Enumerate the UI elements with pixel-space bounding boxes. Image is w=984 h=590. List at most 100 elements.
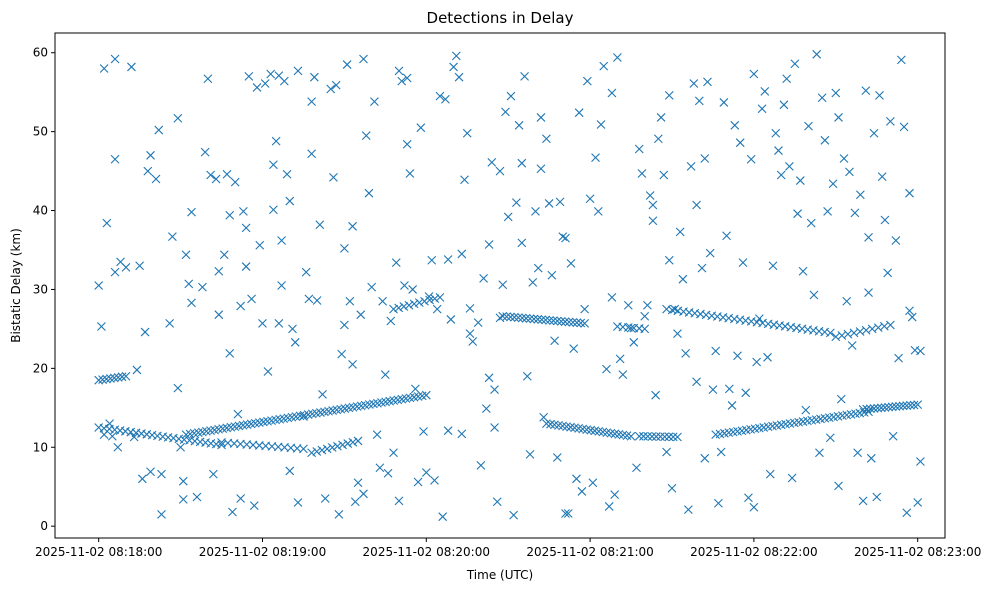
data-point (345, 296, 355, 306)
data-point (517, 158, 527, 168)
data-point-track-g (525, 314, 535, 324)
data-point (599, 61, 609, 71)
data-point (572, 474, 581, 484)
data-point (708, 385, 718, 395)
data-point (580, 304, 590, 314)
data-point (787, 473, 797, 483)
data-point (481, 404, 491, 413)
data-point-track-f (435, 292, 445, 302)
data-point (137, 474, 147, 484)
data-point (320, 494, 330, 503)
data-point-track-m (887, 402, 897, 412)
data-point (484, 240, 494, 249)
data-point-track-n (861, 325, 871, 335)
data-point (260, 79, 270, 88)
data-point-track-n (837, 331, 847, 340)
data-point (107, 431, 117, 441)
data-point (367, 282, 377, 292)
data-point-track-j (656, 432, 665, 442)
data-point (432, 304, 442, 314)
data-point (127, 62, 136, 72)
data-point (738, 258, 748, 268)
data-point (610, 490, 620, 499)
data-point (618, 370, 628, 380)
data-point (102, 218, 112, 228)
data-point (416, 123, 426, 133)
data-point-track-a (121, 371, 131, 381)
data-point-track-n (855, 327, 865, 336)
data-point (359, 54, 368, 64)
data-point-track-b (217, 440, 226, 450)
data-point-track-n (843, 329, 853, 339)
data-point (714, 498, 723, 508)
data-point-track-m (895, 401, 904, 411)
data-point (834, 113, 843, 122)
plot-area: 2025-11-02 08:18:00 2025-11-02 08:19:00 20… (33, 32, 981, 559)
data-point (896, 55, 906, 65)
data-point (692, 200, 701, 210)
data-point-track-a (105, 374, 115, 383)
data-point (410, 384, 420, 394)
data-point (730, 120, 740, 130)
data-point-track-k (825, 328, 835, 338)
data-point (181, 250, 191, 260)
data-point (547, 270, 557, 280)
x-tick-label: 2025-11-02 08:21:00 (526, 545, 653, 559)
data-point (498, 280, 508, 290)
data-point-track-a (109, 373, 119, 383)
data-point (536, 113, 546, 122)
data-point (307, 97, 317, 107)
data-point-track-j (643, 431, 653, 441)
data-point (238, 206, 248, 216)
data-point (883, 268, 893, 278)
data-point (678, 274, 688, 284)
data-point (522, 371, 532, 381)
data-point (662, 447, 671, 457)
data-point (293, 66, 303, 76)
data-point (154, 125, 164, 135)
data-point-track-g (510, 312, 519, 322)
data-point (252, 83, 262, 92)
data-point (705, 248, 715, 258)
data-point (804, 121, 813, 131)
data-point (812, 49, 822, 59)
data-point (441, 94, 450, 104)
data-point-track-n (867, 324, 877, 334)
data-point-track-g (521, 313, 531, 323)
data-point (634, 144, 644, 154)
data-point-track-a (102, 374, 111, 384)
data-point-track-h (626, 431, 636, 441)
data-point-track-g (541, 315, 551, 325)
data-point-track-g (513, 313, 523, 323)
data-point (233, 409, 243, 419)
data-point (301, 267, 311, 277)
data-point (375, 463, 385, 473)
data-point (288, 324, 297, 334)
data-point (741, 388, 751, 398)
data-point (544, 199, 554, 208)
data-point (413, 477, 423, 487)
data-point (539, 412, 549, 422)
x-axis-ticks: 2025-11-02 08:18:00 2025-11-02 08:19:00 20… (35, 538, 981, 559)
data-point (140, 327, 150, 337)
data-point-track-n (879, 321, 889, 331)
data-point (438, 512, 448, 522)
data-point (902, 508, 912, 518)
data-point (427, 255, 437, 265)
data-point (831, 88, 841, 98)
data-point (626, 323, 636, 333)
data-point-track-g (572, 318, 582, 328)
data-point-track-f (425, 295, 435, 305)
data-point (222, 169, 232, 179)
data-point (768, 261, 778, 271)
y-tick-label: 60 (33, 46, 48, 60)
data-point (561, 233, 570, 243)
data-point (339, 320, 349, 330)
y-tick-label: 0 (40, 519, 48, 533)
data-point (815, 448, 824, 458)
data-point (514, 120, 524, 130)
data-point (135, 261, 145, 271)
data-point-track-f (404, 300, 414, 310)
data-point-track-e (353, 436, 363, 446)
